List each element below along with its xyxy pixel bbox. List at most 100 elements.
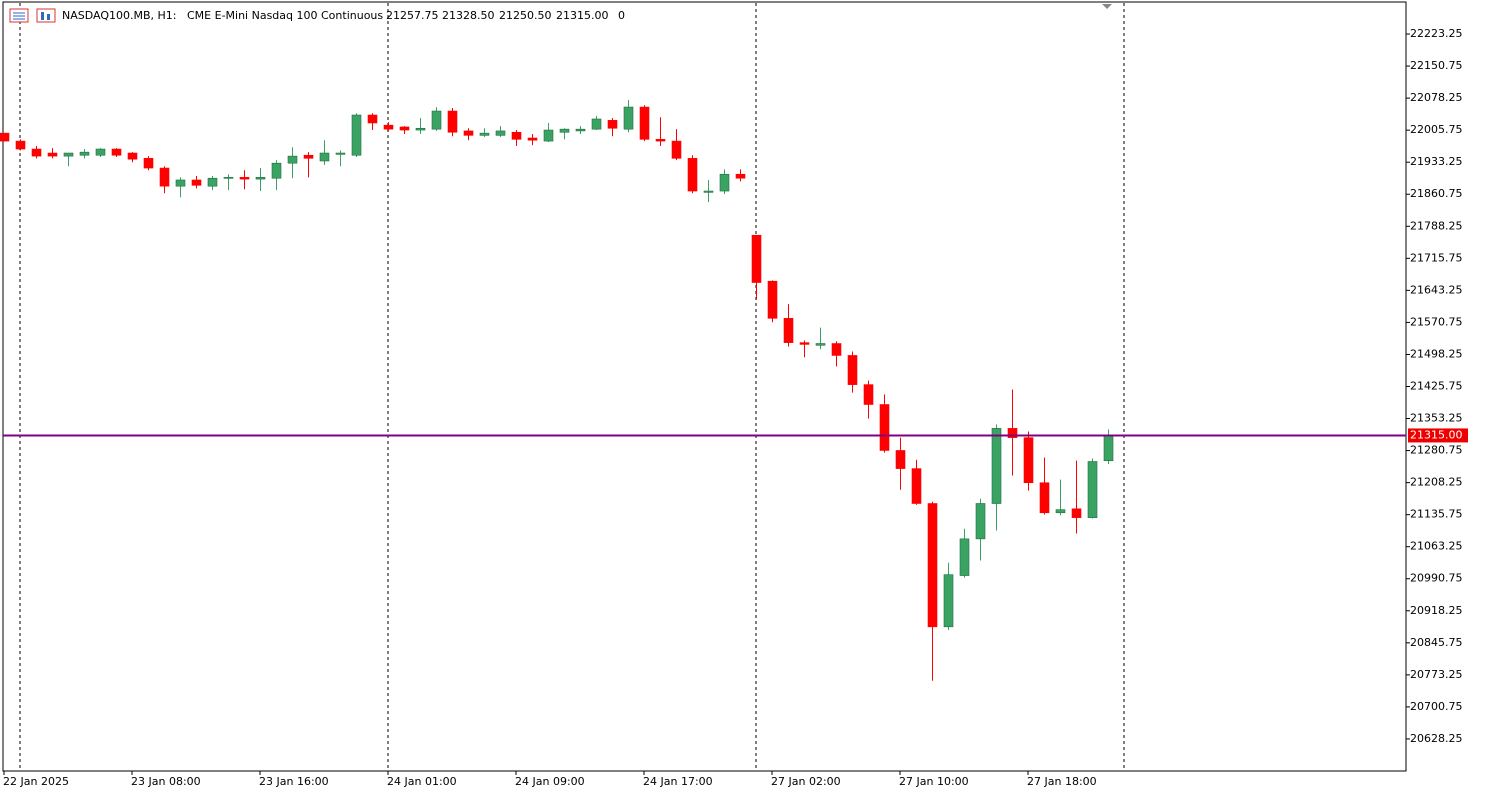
candle-body bbox=[847, 355, 858, 385]
candle-body bbox=[111, 148, 122, 156]
y-tick-label: 20773.25 bbox=[1410, 668, 1463, 681]
candle-body bbox=[271, 162, 282, 179]
candle-body bbox=[671, 140, 682, 159]
x-tick-label: 27 Jan 18:00 bbox=[1027, 775, 1097, 788]
shift-marker[interactable] bbox=[1102, 4, 1112, 9]
candle-body bbox=[367, 114, 378, 124]
y-tick-label: 22005.75 bbox=[1410, 123, 1463, 136]
candle-body bbox=[639, 106, 650, 140]
candle-body bbox=[175, 179, 186, 187]
candle-body bbox=[959, 538, 970, 576]
x-tick-label: 27 Jan 02:00 bbox=[771, 775, 841, 788]
candle-body bbox=[975, 503, 986, 540]
candle-body bbox=[927, 503, 938, 628]
y-tick-label: 20845.75 bbox=[1410, 636, 1463, 649]
x-tick-label: 23 Jan 08:00 bbox=[131, 775, 201, 788]
candle-body bbox=[607, 120, 618, 129]
candle-body bbox=[591, 118, 602, 130]
x-tick-label: 24 Jan 01:00 bbox=[387, 775, 457, 788]
x-tick-label: 22 Jan 2025 bbox=[3, 775, 69, 788]
y-tick-label: 21860.75 bbox=[1410, 187, 1463, 200]
candle-body bbox=[255, 177, 266, 180]
candle-body bbox=[911, 468, 922, 504]
y-tick-label: 21135.75 bbox=[1410, 508, 1463, 521]
candle-body bbox=[447, 110, 458, 133]
candle-body bbox=[319, 152, 330, 162]
candle-body bbox=[895, 450, 906, 469]
separators bbox=[19, 3, 1125, 771]
candle-body bbox=[479, 132, 490, 136]
candle-body bbox=[1071, 508, 1082, 518]
y-tick-label: 20990.75 bbox=[1410, 572, 1463, 585]
candle-body bbox=[655, 139, 666, 142]
price-label-box bbox=[1408, 428, 1468, 443]
candle-body bbox=[63, 152, 74, 157]
y-tick-label: 21933.25 bbox=[1410, 155, 1463, 168]
y-tick-label: 21063.25 bbox=[1410, 540, 1463, 553]
candle-body bbox=[943, 574, 954, 628]
candle-body bbox=[767, 280, 778, 319]
y-tick-label: 21498.25 bbox=[1410, 347, 1463, 360]
y-tick-label: 22150.75 bbox=[1410, 59, 1463, 72]
candle-body bbox=[879, 404, 890, 451]
y-tick-label: 21715.75 bbox=[1410, 251, 1463, 264]
y-tick-label: 21788.25 bbox=[1410, 219, 1463, 232]
x-tick-label: 27 Jan 10:00 bbox=[899, 775, 969, 788]
chart-icon[interactable] bbox=[36, 8, 56, 23]
candle-body bbox=[239, 177, 250, 180]
candle-body bbox=[415, 127, 426, 131]
candle-body bbox=[1023, 437, 1034, 484]
candle-body bbox=[575, 128, 586, 132]
candle-body bbox=[463, 130, 474, 136]
candle-body bbox=[1007, 428, 1018, 438]
candle-body bbox=[1055, 509, 1066, 514]
open-text: 21257.75 bbox=[386, 9, 439, 22]
candle-body bbox=[623, 106, 634, 130]
high-text: 21328.50 bbox=[442, 9, 495, 22]
y-tick-label: 21643.25 bbox=[1410, 283, 1463, 296]
candle-body bbox=[511, 131, 522, 140]
y-tick-label: 22078.25 bbox=[1410, 91, 1463, 104]
close-text: 21315.00 bbox=[556, 9, 609, 22]
candle-body bbox=[223, 177, 234, 179]
x-tick-label: 24 Jan 09:00 bbox=[515, 775, 585, 788]
volume-text: 0 bbox=[618, 9, 625, 22]
candle-body bbox=[863, 384, 874, 405]
candle-body bbox=[31, 148, 42, 157]
candle-body bbox=[735, 173, 746, 179]
candle-body bbox=[543, 129, 554, 142]
candle-body bbox=[1103, 435, 1114, 462]
candle-body bbox=[287, 155, 298, 164]
candle-body bbox=[431, 110, 442, 130]
candle-body bbox=[559, 128, 570, 133]
candle-body bbox=[815, 343, 826, 346]
y-tick-label: 21425.75 bbox=[1410, 379, 1463, 392]
candle-body bbox=[303, 154, 314, 159]
y-tick-label: 20700.75 bbox=[1410, 700, 1463, 713]
low-text: 21250.50 bbox=[499, 9, 552, 22]
candle-body bbox=[1039, 482, 1050, 514]
toolbar-icons[interactable] bbox=[9, 8, 56, 23]
y-tick-label: 21280.75 bbox=[1410, 444, 1463, 457]
y-tick-label: 21570.75 bbox=[1410, 315, 1463, 328]
x-tick-label: 23 Jan 16:00 bbox=[259, 775, 329, 788]
icon-bar bbox=[41, 12, 44, 20]
candle-body bbox=[207, 177, 218, 187]
candle-body bbox=[751, 234, 762, 283]
candle-body bbox=[831, 343, 842, 356]
y-tick-label: 21208.25 bbox=[1410, 476, 1463, 489]
candle-body bbox=[383, 124, 394, 130]
candle-body bbox=[47, 152, 58, 157]
candle-body bbox=[79, 151, 90, 156]
candle-body bbox=[719, 173, 730, 192]
candle-body bbox=[159, 167, 170, 187]
x-tick-label: 24 Jan 17:00 bbox=[643, 775, 713, 788]
y-tick-label: 21353.25 bbox=[1410, 412, 1463, 425]
description: CME E-Mini Nasdaq 100 Continuous bbox=[187, 9, 383, 22]
candle-body bbox=[143, 158, 154, 169]
icon-bar bbox=[47, 14, 50, 20]
candle-body bbox=[703, 190, 714, 193]
symbol: NASDAQ100.MB, H1: bbox=[62, 9, 177, 22]
candle-body bbox=[1087, 461, 1098, 518]
